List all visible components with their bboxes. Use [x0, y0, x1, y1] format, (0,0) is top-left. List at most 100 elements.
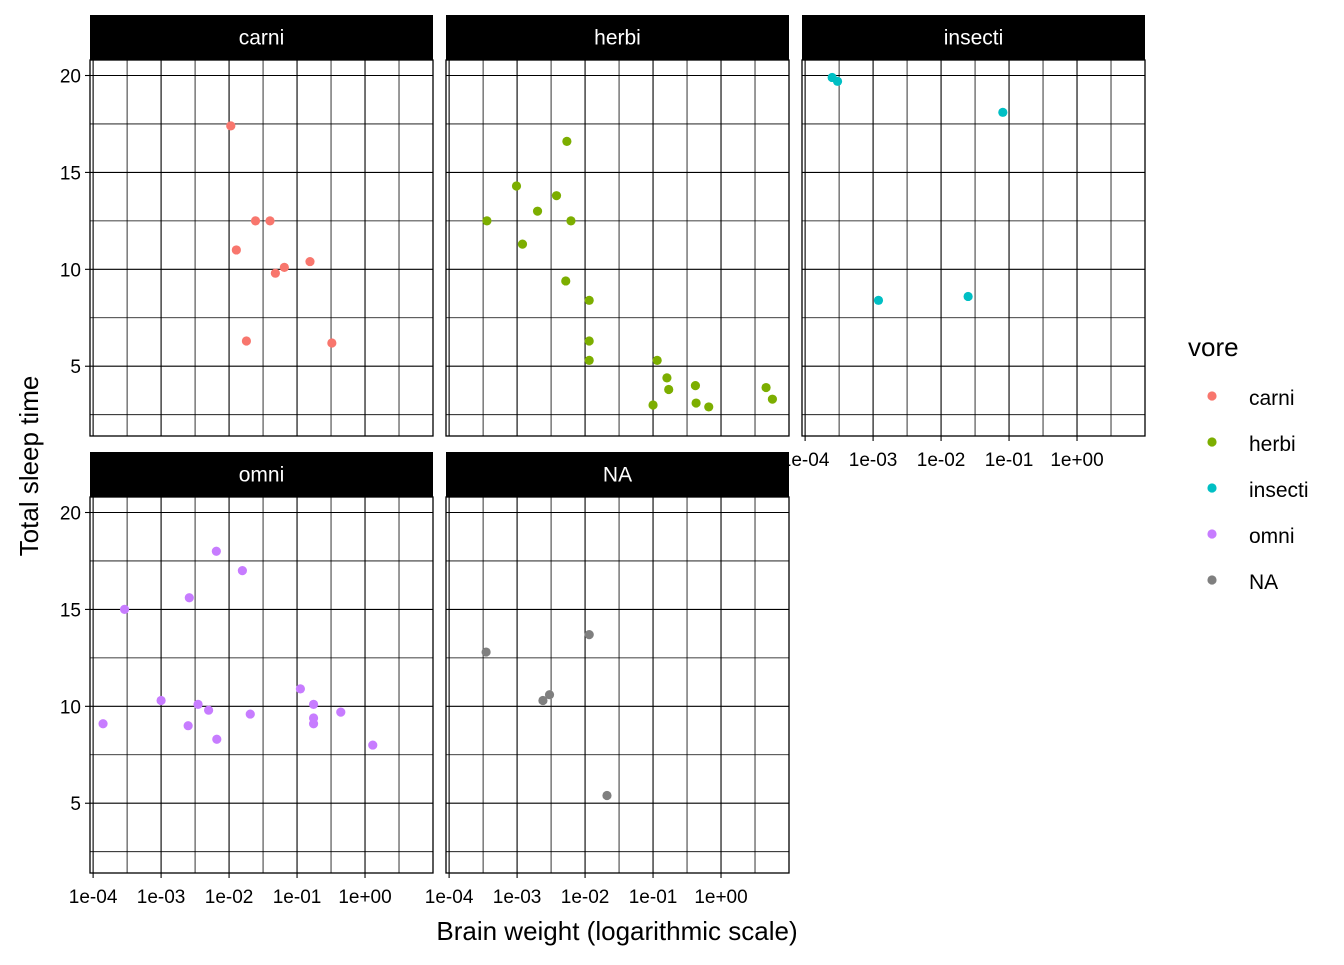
panel-border — [445, 496, 790, 874]
legend-key-herbi — [1207, 437, 1217, 447]
y-tick-label: 10 — [60, 260, 81, 281]
data-point-NA — [602, 790, 612, 801]
panel-border — [801, 59, 1146, 437]
data-point-herbi — [561, 276, 571, 286]
panel-border — [445, 59, 790, 437]
data-point-herbi — [690, 381, 701, 391]
panel-background — [90, 60, 433, 436]
data-point-omni — [245, 709, 255, 719]
data-point-herbi — [704, 402, 714, 412]
facet-strip — [90, 452, 433, 497]
x-tick-label: 1e-03 — [137, 887, 186, 908]
y-tick-label: 15 — [60, 163, 81, 184]
data-point-herbi — [584, 355, 594, 366]
facet-strip — [446, 15, 789, 60]
data-point-omni — [336, 707, 346, 717]
panel-background — [802, 60, 1145, 436]
facet-panel-insecti: insecti 1e-04 1e-03 1e-02 1e-01 1e+00 — [781, 15, 1146, 471]
data-point-insecti — [963, 291, 973, 302]
facet-strip — [802, 15, 1145, 60]
data-point-herbi — [566, 216, 576, 226]
data-point-herbi — [551, 191, 562, 201]
panel-background — [90, 497, 433, 873]
x-tick-label: 1e+00 — [694, 887, 747, 908]
legend-label: herbi — [1249, 433, 1296, 456]
x-tick-label: 1e-01 — [985, 450, 1034, 471]
data-point-omni — [119, 604, 130, 615]
data-point-NA — [481, 647, 491, 657]
legend-key-NA — [1207, 575, 1217, 585]
data-point-carni — [279, 262, 289, 272]
data-point-herbi — [482, 216, 492, 226]
y-tick-label: 10 — [60, 697, 81, 718]
data-point-herbi — [517, 239, 528, 249]
data-point-herbi — [532, 206, 543, 216]
data-point-herbi — [691, 398, 701, 408]
y-tick-label: 20 — [60, 504, 81, 525]
data-point-omni — [193, 699, 203, 709]
data-point-carni — [241, 336, 252, 346]
data-point-omni — [156, 695, 166, 706]
panel-border — [89, 496, 434, 874]
data-point-herbi — [767, 394, 778, 404]
data-point-omni — [183, 721, 193, 731]
x-tick-label: 1e+00 — [1050, 450, 1103, 471]
data-point-carni — [270, 268, 280, 278]
x-tick-label: 1e-03 — [493, 887, 542, 908]
data-point-omni — [295, 684, 305, 694]
panel-border — [89, 59, 434, 437]
data-point-herbi — [652, 355, 662, 366]
data-point-omni — [204, 705, 214, 715]
data-point-carni — [226, 121, 236, 131]
x-tick-label: 1e-04 — [425, 887, 474, 908]
legend-label: NA — [1249, 571, 1278, 594]
data-point-omni — [212, 734, 222, 744]
data-point-herbi — [584, 336, 594, 346]
legend-label: omni — [1249, 525, 1295, 548]
data-point-carni — [231, 245, 241, 255]
x-tick-label: 1e-02 — [205, 887, 254, 908]
legend-key-omni — [1207, 529, 1217, 539]
legend-label: insecti — [1249, 479, 1309, 502]
x-tick-label: 1e-01 — [629, 887, 678, 908]
facet-panel-herbi: herbi — [445, 15, 790, 437]
data-point-insecti — [873, 295, 884, 305]
facet-strip — [90, 15, 433, 60]
facet-panels: carni 5 10 15 20 herbi insecti 1e-04 1e-03 1e-02 1… — [60, 15, 1146, 908]
data-point-insecti — [998, 107, 1008, 117]
data-point-herbi — [584, 295, 594, 305]
panel-background — [446, 497, 789, 873]
data-point-insecti — [832, 76, 843, 86]
facet-strip-label: omni — [239, 464, 285, 487]
y-tick-label: 15 — [60, 600, 81, 621]
data-point-carni — [327, 338, 337, 348]
data-point-herbi — [662, 373, 672, 383]
data-point-herbi — [648, 400, 658, 410]
panel-background — [446, 60, 789, 436]
x-tick-label: 1e-02 — [917, 450, 966, 471]
data-point-herbi — [562, 136, 572, 147]
facet-panel-NA: NA 1e-04 1e-03 1e-02 1e-01 1e+00 — [425, 452, 790, 908]
data-point-NA — [544, 690, 555, 700]
data-point-NA — [538, 695, 548, 706]
data-point-carni — [305, 256, 315, 267]
facet-strip-label: carni — [239, 27, 285, 50]
facet-strip-label: insecti — [944, 27, 1004, 50]
y-tick-label: 5 — [70, 357, 81, 378]
data-point-omni — [237, 566, 247, 576]
y-axis-title: Total sleep time — [14, 376, 44, 557]
facet-strip-label: NA — [603, 464, 632, 487]
x-tick-label: 1e-02 — [561, 887, 610, 908]
facet-strip-label: herbi — [594, 27, 641, 50]
data-point-carni — [250, 216, 261, 226]
facet-panel-carni: carni 5 10 15 20 — [60, 15, 434, 437]
x-tick-label: 1e-03 — [849, 450, 898, 471]
data-point-herbi — [511, 181, 522, 191]
data-point-NA — [584, 630, 594, 640]
y-tick-label: 5 — [70, 794, 81, 815]
x-tick-label: 1e-04 — [69, 887, 118, 908]
data-point-omni — [98, 719, 108, 729]
data-point-omni — [184, 593, 194, 603]
legend-label: carni — [1249, 387, 1295, 410]
x-tick-label: 1e-04 — [781, 450, 830, 471]
